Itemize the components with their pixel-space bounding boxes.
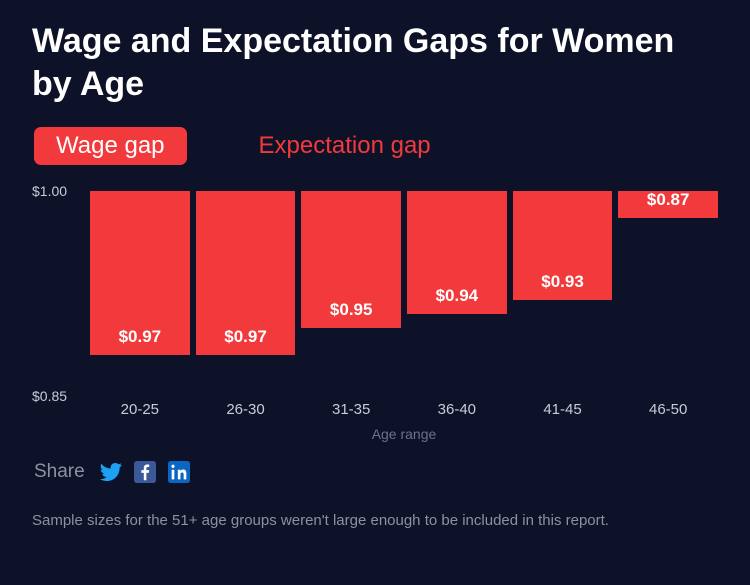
- wage-gap-chart: $1.00 $0.85 $0.97$0.97$0.95$0.94$0.93$0.…: [32, 191, 718, 436]
- chart-column: $0.87: [618, 191, 718, 396]
- chart-column: $0.97: [90, 191, 190, 396]
- chart-plot-area: $0.97 $0.97 $0.95 $0.94 $0.93 $0.87: [90, 191, 718, 396]
- chart-column: $0.94: [407, 191, 507, 396]
- chart-column: $0.97: [196, 191, 296, 396]
- y-tick-min: $0.85: [32, 388, 67, 404]
- chart-bar: $0.94: [407, 191, 507, 314]
- x-tick-label: 46-50: [618, 401, 718, 418]
- chart-bar: $0.97: [196, 191, 296, 355]
- tab-expectation-gap[interactable]: Expectation gap: [237, 127, 453, 165]
- page-title: Wage and Expectation Gaps for Women by A…: [32, 20, 718, 105]
- chart-column: $0.93: [513, 191, 613, 396]
- bar-value-label: $0.97: [224, 327, 267, 347]
- chart-bar: $0.87: [618, 191, 718, 218]
- chart-bar: $0.97: [90, 191, 190, 355]
- y-tick-max: $1.00: [32, 183, 67, 199]
- x-tick-label: 31-35: [301, 401, 401, 418]
- x-tick-label: 36-40: [407, 401, 507, 418]
- share-row: Share: [32, 460, 718, 484]
- bar-value-label: $0.95: [330, 300, 373, 320]
- tab-bar: Wage gap Expectation gap: [32, 127, 718, 165]
- x-tick-label: 26-30: [196, 401, 296, 418]
- chart-column: $0.95: [301, 191, 401, 396]
- share-icons: [99, 460, 191, 484]
- bar-value-label: $0.93: [541, 272, 584, 292]
- chart-bar: $0.95: [301, 191, 401, 328]
- tab-wage-gap[interactable]: Wage gap: [34, 127, 187, 165]
- share-label: Share: [34, 461, 85, 483]
- x-tick-label: 20-25: [90, 401, 190, 418]
- facebook-icon[interactable]: [133, 460, 157, 484]
- bar-value-label: $0.87: [647, 190, 690, 210]
- bar-value-label: $0.97: [119, 327, 162, 347]
- y-axis: $1.00 $0.85: [32, 191, 86, 396]
- twitter-icon[interactable]: [99, 460, 123, 484]
- x-axis-title: Age range: [90, 426, 718, 442]
- footnote: Sample sizes for the 51+ age groups were…: [32, 510, 718, 533]
- x-axis-labels: 20-25 26-30 31-35 36-40 41-45 46-50: [90, 401, 718, 418]
- linkedin-icon[interactable]: [167, 460, 191, 484]
- chart-bar: $0.93: [513, 191, 613, 300]
- x-tick-label: 41-45: [513, 401, 613, 418]
- bar-value-label: $0.94: [436, 286, 479, 306]
